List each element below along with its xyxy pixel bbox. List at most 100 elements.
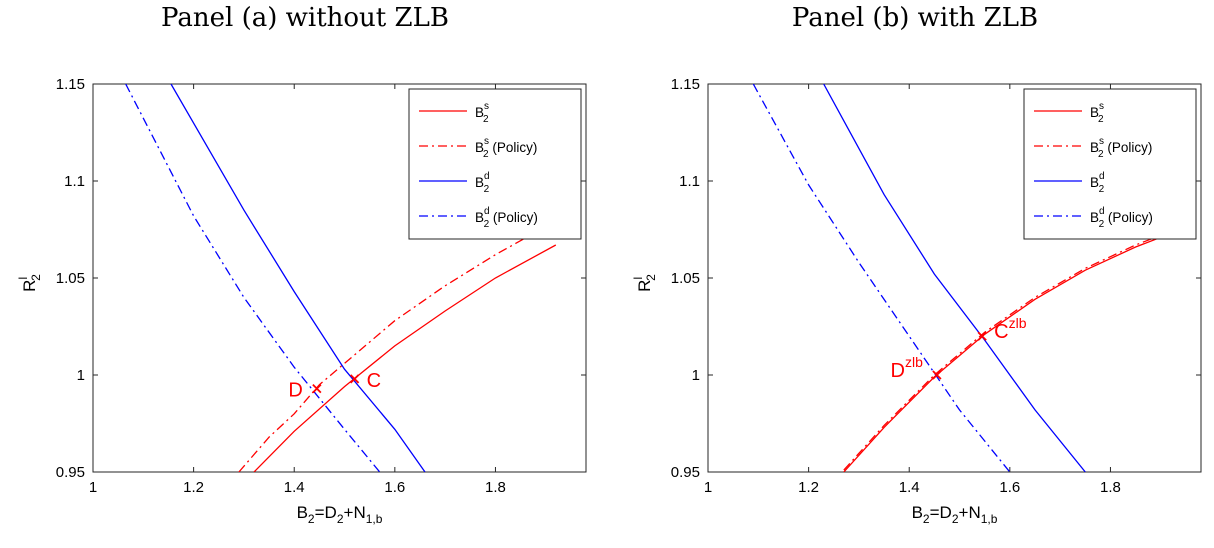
chart-title: Panel (b) with ZLB (792, 3, 1038, 33)
legend: Bs 2Bs 2 (Policy)Bd 2Bd 2 (Policy) (1023, 88, 1197, 240)
x-tick-label: 1.4 (284, 479, 305, 496)
x-axis-label-sub: 2 (308, 512, 315, 526)
y-axis-label-sub: 2 (29, 274, 43, 281)
x-axis-label-plus: +N (959, 503, 981, 522)
legend-sup: d (1099, 171, 1105, 182)
series-line-2 (823, 84, 1086, 472)
x-axis-label-main: B (297, 503, 308, 522)
legend-sup: s (484, 136, 489, 147)
legend-box (408, 88, 582, 240)
legend-sub: 2 (483, 149, 489, 160)
point-label: Czlb (994, 315, 1027, 343)
legend-suffix: (Policy) (489, 210, 538, 225)
legend-sub: 2 (484, 219, 490, 230)
x-axis-label-plus: +N (344, 503, 366, 522)
point-label-main: C (994, 321, 1008, 343)
x-tick-label: 1.8 (1100, 479, 1121, 496)
series-line-1 (238, 228, 542, 472)
legend-suffix: (Policy) (489, 140, 538, 155)
x-axis-label-sub: 1,b (366, 512, 383, 526)
y-tick-label: 0.95 (671, 464, 700, 481)
legend-name: B (1090, 210, 1099, 225)
y-tick-label: 1 (692, 367, 700, 384)
legend-sub: 2 (1099, 219, 1105, 230)
y-axis-label-sup: l (631, 277, 645, 280)
series-line-3 (752, 84, 1011, 472)
legend-name: B (1090, 105, 1099, 120)
x-axis-label-sub: 1,b (981, 512, 998, 526)
y-tick-label: 1.05 (671, 270, 700, 287)
legend-sup: d (1099, 206, 1105, 217)
y-axis-label-main: R (20, 280, 39, 292)
x-axis-label-main: B (912, 503, 923, 522)
legend-entry-2: Bd 2 (1090, 171, 1105, 195)
legend-sup: s (484, 101, 489, 112)
y-axis-label-sup: l (16, 277, 30, 280)
point-label-sup: zlb (905, 354, 923, 370)
x-tick-label: 1.8 (485, 479, 506, 496)
y-axis-label: Rl2 (16, 274, 43, 292)
point-label-main: D (288, 380, 302, 402)
series-line-0 (253, 244, 557, 472)
legend-name: B (475, 105, 484, 120)
legend-sub: 2 (1099, 184, 1105, 195)
legend-suffix: (Policy) (1104, 140, 1153, 155)
y-tick-label: 1.1 (679, 173, 700, 190)
legend-name: B (475, 175, 484, 190)
x-tick-label: 1.6 (384, 479, 405, 496)
legend-sup: s (1099, 136, 1104, 147)
series-line-0 (843, 232, 1172, 472)
point-label-main: C (367, 370, 381, 392)
legend-sub: 2 (483, 114, 489, 125)
y-tick-label: 1 (77, 367, 85, 384)
series-group (752, 84, 1172, 472)
series-line-1 (843, 230, 1172, 471)
legend-sup: d (484, 206, 490, 217)
legend-entry-2: Bd 2 (475, 171, 490, 195)
legend: Bs 2Bs 2 (Policy)Bd 2Bd 2 (Policy) (408, 88, 582, 240)
point-label: D (288, 380, 302, 402)
chart-title: Panel (a) without ZLB (161, 3, 449, 33)
series-line-2 (170, 84, 426, 472)
x-tick-label: 1.4 (899, 479, 920, 496)
point-marker (977, 331, 987, 341)
legend-entry-0: Bs 2 (1090, 101, 1104, 125)
point-label-sup: zlb (1009, 315, 1027, 331)
point-marker (349, 374, 360, 384)
x-tick-label: 1 (89, 479, 97, 496)
legend-sub: 2 (1098, 114, 1104, 125)
legend-entry-0: Bs 2 (475, 101, 489, 125)
y-tick-label: 1.15 (56, 76, 85, 93)
y-axis-label-main: R (635, 280, 654, 292)
legend-name: B (1090, 175, 1099, 190)
x-tick-label: 1.2 (798, 479, 819, 496)
x-axis-label-mid: =D (315, 503, 337, 522)
point-label: C (367, 370, 381, 392)
legend-entry-1: Bs 2 (Policy) (475, 136, 537, 160)
y-axis-label-sub: 2 (644, 274, 658, 281)
legend-name: B (475, 140, 484, 155)
x-axis-label-mid: =D (930, 503, 952, 522)
legend-sup: s (1099, 101, 1104, 112)
x-tick-label: 1 (704, 479, 712, 496)
y-tick-label: 1.1 (64, 173, 85, 190)
point-marker (312, 383, 322, 394)
point-label: Dzlb (891, 354, 924, 382)
y-tick-label: 0.95 (56, 464, 85, 481)
y-tick-label: 1.05 (56, 270, 85, 287)
legend-box (1023, 88, 1197, 240)
legend-entry-3: Bd 2 (Policy) (1090, 206, 1153, 230)
legend-sub: 2 (1098, 149, 1104, 160)
y-tick-label: 1.15 (671, 76, 700, 93)
point-label-main: D (891, 360, 905, 382)
x-axis-label-sub: 2 (923, 512, 930, 526)
x-axis-label-sub: 2 (337, 512, 344, 526)
x-tick-label: 1.2 (183, 479, 204, 496)
x-axis-label-sub: 2 (952, 512, 959, 526)
legend-sub: 2 (484, 184, 490, 195)
legend-name: B (475, 210, 484, 225)
x-tick-label: 1.6 (999, 479, 1020, 496)
